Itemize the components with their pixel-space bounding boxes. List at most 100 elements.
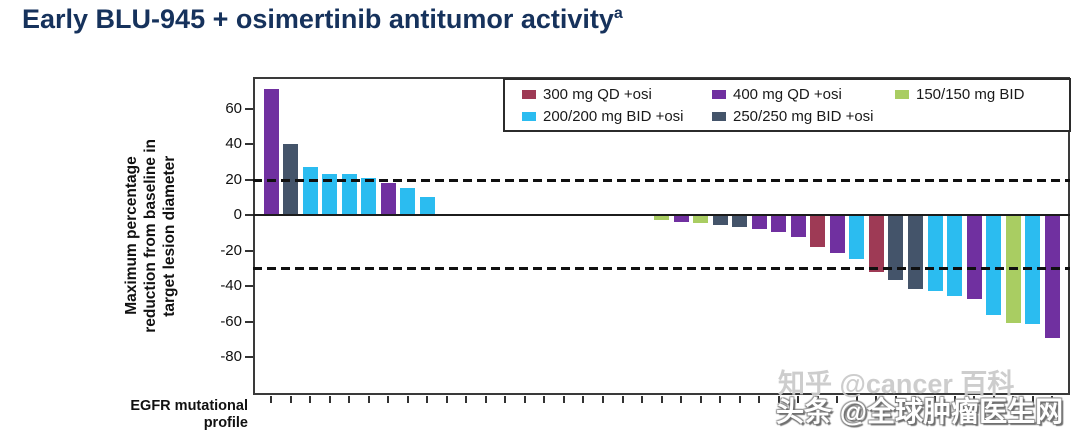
watermark-zhihu: 知乎 @cancer 百科 [778, 369, 1015, 399]
x-tick-mark [562, 396, 565, 403]
patient-bar [829, 216, 845, 254]
x-tick-mark [621, 396, 624, 403]
x-tick-mark [992, 396, 995, 403]
page-title: Early BLU-945 + osimertinib antitumor ac… [22, 4, 623, 35]
x-tick-mark [836, 396, 839, 403]
x-tick-mark [934, 396, 937, 403]
x-tick-mark [270, 396, 272, 403]
legend-item: 300 mg QD +osi [522, 86, 712, 103]
x-tick-mark [973, 396, 976, 403]
y-tick-label: -40 [220, 277, 242, 294]
x-tick-mark [699, 396, 702, 403]
reference-line [253, 178, 1070, 182]
x-tick-mark [465, 396, 468, 403]
x-tick-mark [738, 396, 741, 403]
y-tick-mark [245, 178, 253, 181]
y-tick-label: 60 [225, 99, 242, 117]
y-tick-mark [245, 320, 253, 323]
y-tick-mark [245, 285, 253, 287]
patient-bar [966, 216, 982, 299]
patient-bar [888, 216, 904, 280]
legend-swatch-icon [522, 89, 536, 99]
zero-baseline [253, 214, 1070, 216]
x-tick-mark [719, 396, 722, 403]
x-tick-mark [894, 396, 897, 403]
x-tick-mark [680, 396, 683, 403]
patient-bar [771, 216, 787, 232]
patient-bar [732, 216, 748, 227]
y-tick-label: 40 [225, 135, 242, 152]
patient-bar [263, 88, 279, 215]
x-tick-mark [426, 396, 429, 403]
x-tick-mark [602, 396, 604, 403]
x-tick-mark [797, 396, 800, 403]
patient-bar [302, 167, 318, 215]
y-tick-mark [245, 107, 253, 110]
x-tick-mark [816, 396, 819, 403]
legend-swatch-icon [895, 89, 909, 99]
patient-bar [810, 216, 826, 248]
y-tick-mark [245, 249, 253, 252]
legend-label: 250/250 mg BID +osi [733, 107, 874, 125]
x-tick-mark [1031, 396, 1034, 403]
legend-swatch-icon [712, 89, 726, 99]
page-title-text: Early BLU-945 + osimertinib antitumor ac… [22, 4, 614, 34]
x-tick-mark [309, 396, 312, 403]
patient-bar [868, 216, 884, 272]
page-title-footnote-marker: a [613, 5, 623, 22]
x-tick-mark [758, 396, 761, 403]
x-tick-mark [387, 396, 390, 403]
x-tick-mark [328, 396, 331, 403]
y-tick-mark [245, 214, 253, 216]
legend-item: 200/200 mg BID +osi [522, 108, 712, 125]
x-tick-mark [406, 396, 409, 403]
patient-bar [400, 188, 416, 215]
legend-label: 400 mg QD +osi [733, 85, 842, 103]
x-tick-mark [348, 396, 351, 403]
y-axis-title: Maximum percentage reduction from baseli… [122, 139, 178, 333]
patient-bar [907, 216, 923, 289]
patient-bar [986, 216, 1002, 316]
x-tick-mark [289, 396, 292, 403]
x-tick-mark [855, 396, 858, 403]
x-tick-mark [523, 396, 526, 403]
legend: 300 mg QD +osi 400 mg QD +osi 150/150 mg B… [503, 78, 1071, 132]
x-tick-mark [484, 396, 487, 403]
x-axis-title: EGFR mutational profile [130, 398, 248, 432]
watermark-toutiao: 头条 @全球肿瘤医生网 [776, 396, 1064, 427]
x-tick-mark [582, 396, 585, 403]
patient-bar [693, 216, 709, 224]
patient-bar [947, 216, 963, 296]
patient-bar [654, 216, 670, 221]
x-tick-mark [660, 396, 663, 403]
legend-label: 150/150 mg BID [916, 85, 1025, 103]
x-tick-mark [367, 396, 370, 403]
y-tick-label: -60 [220, 312, 242, 330]
patient-bar [361, 177, 377, 215]
y-tick-mark [245, 143, 253, 145]
patient-bar [380, 183, 396, 215]
patient-bar [927, 216, 943, 292]
legend-item: 250/250 mg BID +osi [712, 108, 895, 125]
patient-bar [322, 174, 338, 215]
x-tick-mark [641, 396, 644, 403]
x-tick-mark [543, 396, 546, 403]
patient-bar [712, 216, 728, 225]
x-tick-mark [504, 396, 507, 403]
legend-swatch-icon [522, 111, 536, 121]
patient-bar [341, 174, 357, 215]
x-tick-mark [1051, 396, 1054, 403]
legend-item: 150/150 mg BID [895, 86, 1069, 103]
x-tick-mark [445, 396, 448, 403]
patient-bar [419, 197, 435, 215]
legend-label: 200/200 mg BID +osi [543, 107, 684, 125]
y-tick-label: 20 [225, 170, 242, 188]
legend-item: 400 mg QD +osi [712, 86, 895, 103]
legend-swatch-icon [712, 111, 726, 121]
y-tick-mark [245, 356, 253, 358]
x-tick-mark [1012, 396, 1015, 403]
reference-line [253, 267, 1070, 271]
patient-bar [849, 216, 865, 259]
legend-label: 300 mg QD +osi [543, 85, 652, 103]
x-tick-mark [875, 396, 878, 403]
